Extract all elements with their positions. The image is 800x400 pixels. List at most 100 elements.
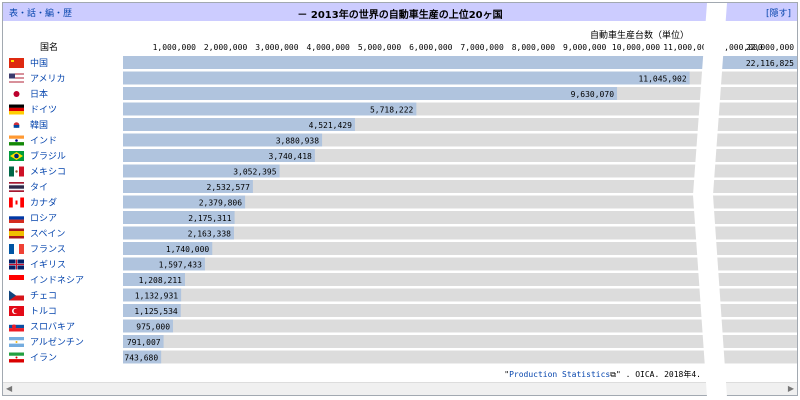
value-label: 11,045,902 xyxy=(638,75,686,84)
bar xyxy=(123,350,162,364)
flag-spain-icon xyxy=(9,228,24,239)
horizontal-scrollbar[interactable]: ◀ ▶ xyxy=(3,382,797,395)
value-label: 2,532,577 xyxy=(207,183,251,192)
flag-uk-icon xyxy=(9,259,24,270)
value-label: 2,163,338 xyxy=(188,230,232,239)
flag-germany-icon xyxy=(9,104,24,115)
bar xyxy=(123,164,280,178)
bar xyxy=(123,56,797,69)
source-suffix: " . OICA. 2018年4. xyxy=(615,370,701,379)
tick-label: 8,000,000 xyxy=(512,43,556,52)
country-name: トルコ xyxy=(30,307,57,317)
flag-argentina-icon xyxy=(9,337,24,347)
bar xyxy=(123,319,174,333)
country-name: 韓国 xyxy=(30,120,48,131)
navbox-view-edit-links[interactable]: 表・話・編・歴 xyxy=(9,9,73,19)
bar-track xyxy=(123,304,797,317)
value-label: 1,132,931 xyxy=(135,292,179,301)
bar-track xyxy=(123,195,797,209)
country-name: スペイン xyxy=(30,230,65,240)
source-link[interactable]: Production Statistics xyxy=(509,370,611,379)
tick-label: 22,000,000 xyxy=(746,43,794,52)
country-name: カナダ xyxy=(30,197,57,209)
country-name: スロバキア xyxy=(30,322,75,333)
flag-turkey-icon xyxy=(9,306,24,316)
bar xyxy=(123,226,234,240)
country-name: タイ xyxy=(30,182,48,193)
value-label: 2,175,311 xyxy=(188,214,232,223)
bar-track xyxy=(123,350,797,364)
tick-label: 9,000,000 xyxy=(563,43,607,52)
flag-mexico-icon xyxy=(9,166,24,177)
country-name: イラン xyxy=(30,353,57,364)
source-prefix: " xyxy=(504,370,510,379)
bar xyxy=(123,118,355,131)
tick-label: 3,000,000 xyxy=(255,43,299,52)
external-link-icon: ⧉ xyxy=(610,370,616,379)
bar xyxy=(123,195,246,209)
tick-label: 4,000,000 xyxy=(307,43,351,52)
country-name: ドイツ xyxy=(30,106,57,116)
bar xyxy=(123,149,315,162)
bar-track xyxy=(123,164,797,178)
tick-label: 2,000,000 xyxy=(204,43,248,52)
bar xyxy=(123,288,182,302)
value-label: 3,880,938 xyxy=(276,137,320,146)
hide-button[interactable]: [隠す] xyxy=(765,9,791,19)
country-name: 日本 xyxy=(30,88,48,100)
column-header: 国名 xyxy=(40,41,58,53)
bar xyxy=(123,242,213,255)
value-label: 4,521,429 xyxy=(309,121,353,130)
bar xyxy=(123,133,323,147)
scroll-left-arrow-icon[interactable]: ◀ xyxy=(6,384,13,393)
country-name: インド xyxy=(30,137,57,147)
bar-track xyxy=(123,273,797,286)
value-label: 1,125,534 xyxy=(134,307,178,316)
bar-track xyxy=(123,180,797,193)
bar xyxy=(123,257,205,271)
flag-japan-icon xyxy=(9,89,24,99)
tick-label: 11,000,000 xyxy=(663,43,711,52)
bar-track xyxy=(123,226,797,240)
flag-czech-icon xyxy=(9,290,24,301)
value-label: 9,630,070 xyxy=(571,90,615,99)
tick-label: 12,000,000 xyxy=(715,43,763,52)
country-name: 中国 xyxy=(30,57,48,69)
value-label: 743,680 xyxy=(124,354,158,363)
bar xyxy=(123,180,253,193)
flag-canada-icon xyxy=(9,197,24,208)
country-name: ロシア xyxy=(30,214,57,224)
bar xyxy=(123,102,417,116)
value-label: 791,007 xyxy=(127,338,161,347)
value-label: 975,000 xyxy=(136,323,170,332)
value-label: 3,052,395 xyxy=(233,168,277,177)
bar-track xyxy=(123,335,797,348)
flag-korea-icon xyxy=(9,120,24,130)
bar xyxy=(123,87,618,100)
value-label: 1,740,000 xyxy=(166,245,210,254)
bar-chart: 国名 1,000,000 2,000,000 3,000,000 4,000,000 5,… xyxy=(9,41,797,364)
country-name: メキシコ xyxy=(30,168,66,178)
bar xyxy=(123,304,181,317)
flag-thailand-icon xyxy=(9,182,24,192)
tick-label: 10,000,000 xyxy=(612,43,660,52)
flag-brazil-icon xyxy=(9,151,24,161)
flag-india-icon xyxy=(9,135,24,146)
bar xyxy=(123,211,235,224)
value-label: 3,740,418 xyxy=(269,152,313,161)
country-name: フランス xyxy=(30,244,66,255)
country-name: ブラジル xyxy=(30,150,66,162)
flag-indonesia-icon xyxy=(9,275,24,285)
country-name: アメリカ xyxy=(30,74,66,85)
bar xyxy=(123,335,164,348)
tick-label: 5,000,000 xyxy=(358,43,402,52)
value-label: 1,597,433 xyxy=(159,261,203,270)
flag-iran-icon xyxy=(9,352,24,363)
flag-china-icon xyxy=(9,58,24,68)
country-name: インドネシア xyxy=(30,275,84,286)
scroll-right-arrow-icon[interactable]: ▶ xyxy=(787,384,794,393)
flag-usa-icon xyxy=(9,73,24,83)
tick-label: 7,000,000 xyxy=(460,43,504,52)
value-label: 1,208,211 xyxy=(139,276,183,285)
